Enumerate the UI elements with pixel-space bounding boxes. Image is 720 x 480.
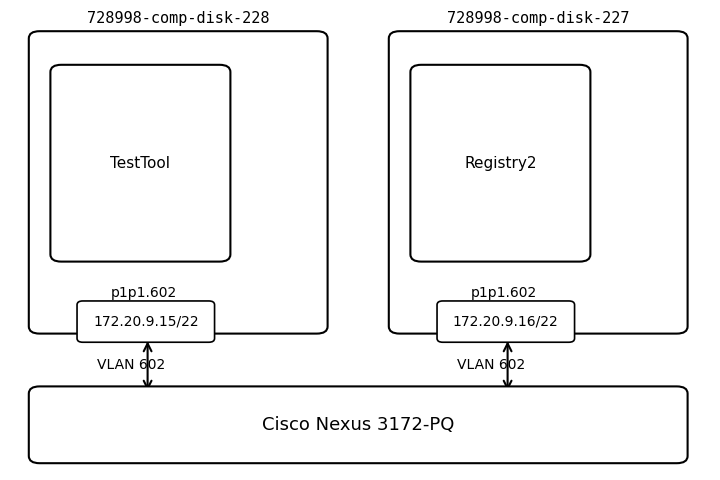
Text: 728998-comp-disk-228: 728998-comp-disk-228 — [87, 12, 269, 26]
FancyBboxPatch shape — [389, 31, 688, 334]
Text: 728998-comp-disk-227: 728998-comp-disk-227 — [447, 12, 629, 26]
Text: 172.20.9.16/22: 172.20.9.16/22 — [453, 314, 559, 329]
Text: Registry2: Registry2 — [464, 156, 536, 171]
Text: VLAN 602: VLAN 602 — [457, 358, 526, 372]
Text: p1p1.602: p1p1.602 — [471, 286, 537, 300]
FancyBboxPatch shape — [29, 386, 688, 463]
Text: TestTool: TestTool — [110, 156, 171, 171]
Text: p1p1.602: p1p1.602 — [111, 286, 177, 300]
FancyBboxPatch shape — [410, 65, 590, 262]
Text: 172.20.9.15/22: 172.20.9.15/22 — [93, 314, 199, 329]
Text: Cisco Nexus 3172-PQ: Cisco Nexus 3172-PQ — [262, 416, 454, 434]
FancyBboxPatch shape — [77, 301, 215, 342]
FancyBboxPatch shape — [29, 31, 328, 334]
FancyBboxPatch shape — [50, 65, 230, 262]
Text: VLAN 602: VLAN 602 — [97, 358, 166, 372]
FancyBboxPatch shape — [437, 301, 575, 342]
